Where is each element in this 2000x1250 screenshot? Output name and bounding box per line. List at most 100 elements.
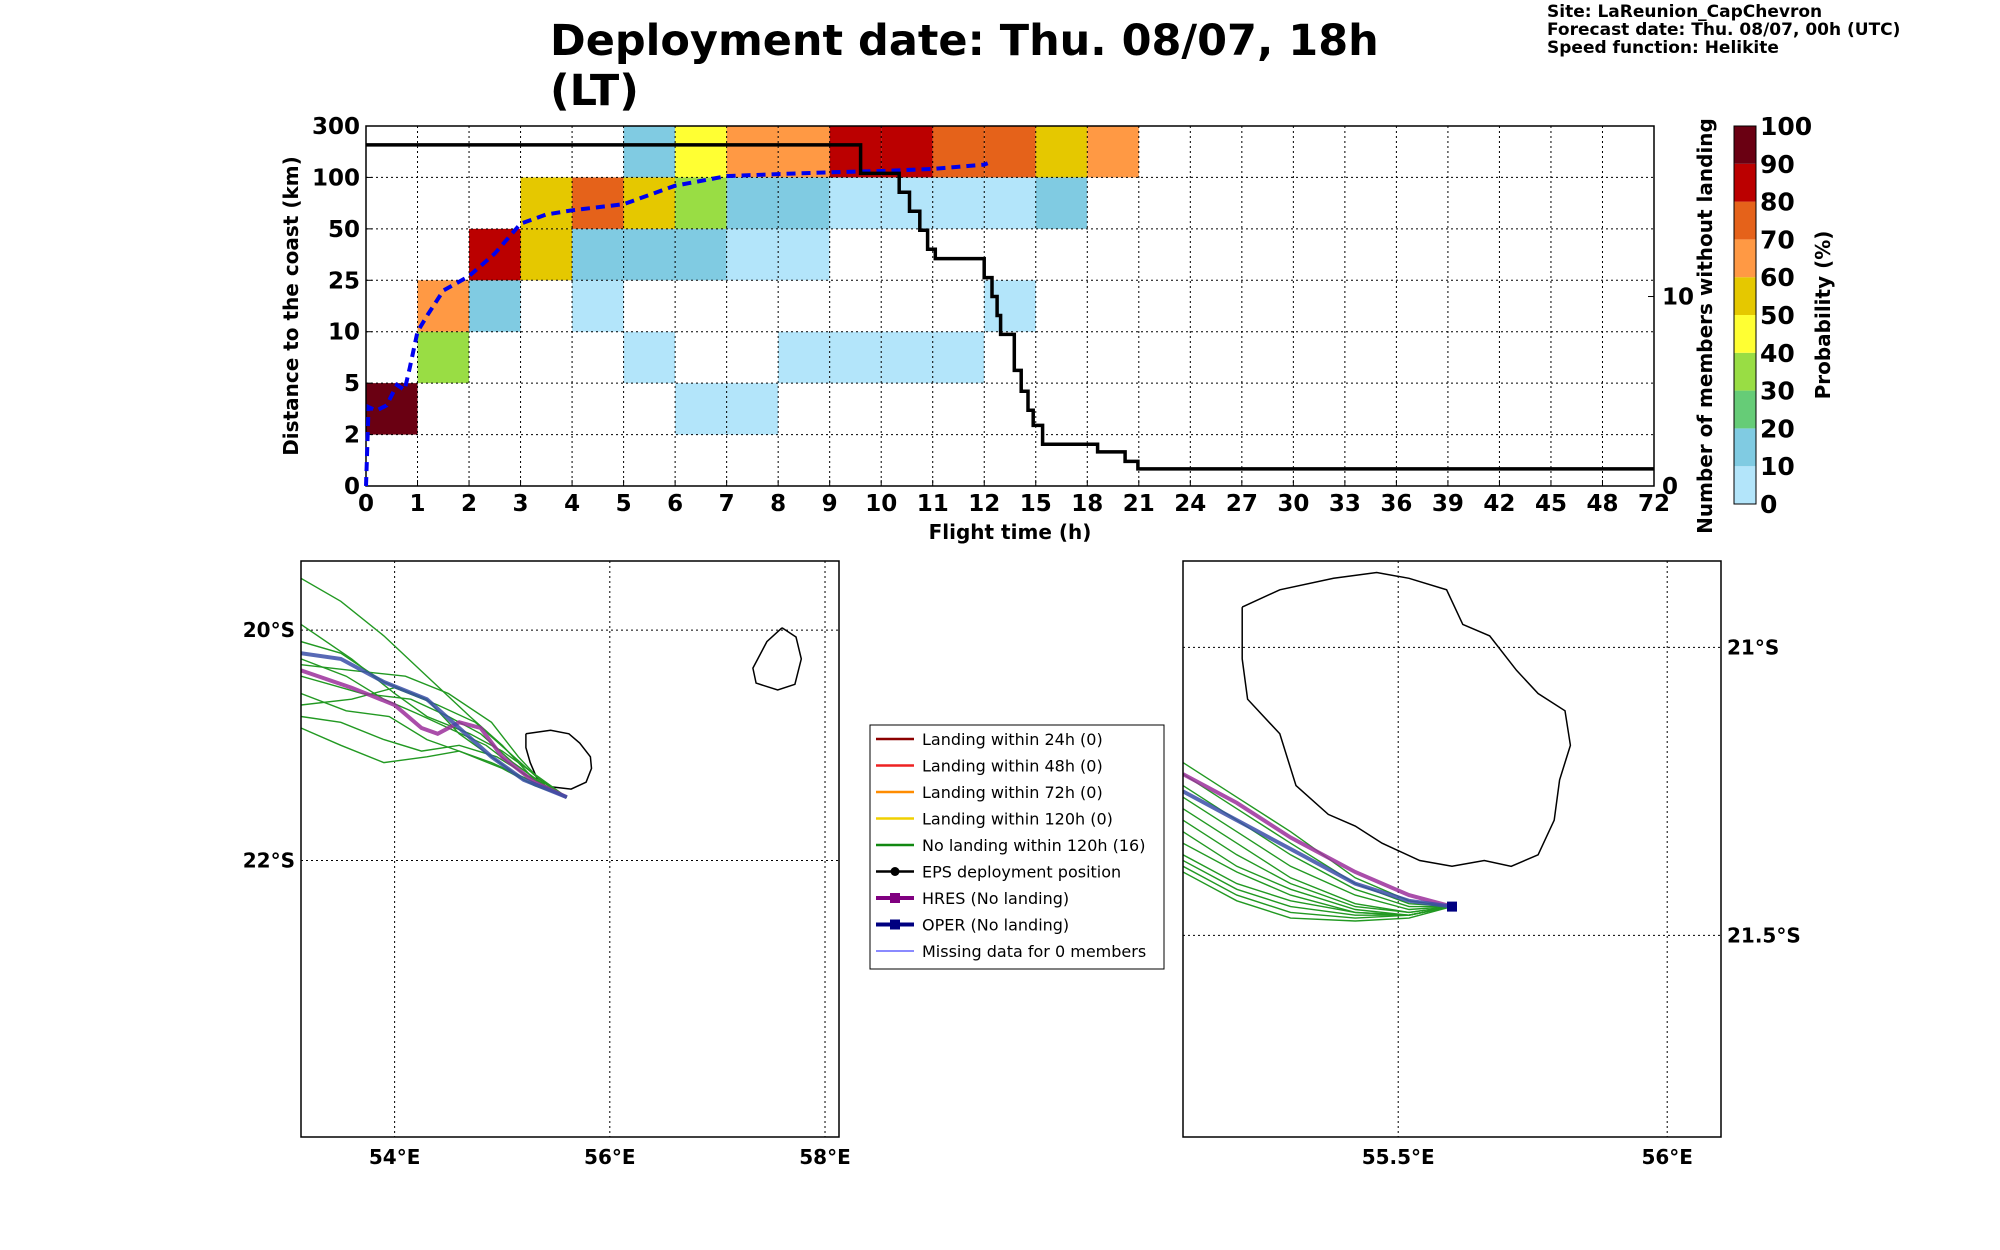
heatmap-cell — [726, 228, 779, 281]
y-tick-label: 300 — [312, 114, 360, 140]
heatmap-cell — [778, 228, 830, 281]
heatmap-cell — [726, 177, 779, 229]
median-distance-line — [364, 161, 989, 487]
speed-function-label: Speed function: Helikite — [1547, 38, 1779, 58]
colorbar-segment — [1734, 126, 1756, 164]
y-tick-label: 25 — [328, 268, 360, 294]
heatmap-cell — [572, 228, 624, 281]
colorbar-segment — [1734, 239, 1756, 278]
legend-swatch-marker — [890, 893, 900, 903]
eps-member-track — [301, 727, 568, 798]
colorbar-tick-label: 40 — [1760, 339, 1795, 368]
zoomed-trajectory-map: 55.5°E 56°E 21°S 21.5°S — [1182, 560, 1801, 1169]
heatmap-cell — [417, 280, 470, 332]
heatmap-cell — [932, 177, 985, 229]
y-axis-label: Distance to the coast (km) — [279, 156, 303, 456]
x-tick-label: 15 — [1020, 491, 1052, 517]
x-tick-label: 8 — [770, 491, 786, 517]
site-label: Site: LaReunion_CapChevron — [1547, 2, 1823, 22]
heatmap-cell — [829, 177, 882, 229]
y-tick-label: 10 — [328, 320, 360, 346]
heatmap-cell — [778, 177, 830, 229]
heatmap-cell — [1035, 126, 1088, 178]
x-tick-label: 12 — [968, 491, 1000, 517]
legend-label: Landing within 48h (0) — [922, 757, 1103, 776]
heatmap-cell — [1035, 177, 1088, 229]
x-tick-label: 5 — [616, 491, 632, 517]
latitude-label: 21°S — [1727, 635, 1779, 659]
eps-member-track — [1183, 871, 1453, 922]
eps-member-track — [301, 686, 568, 798]
heatmap-cell — [366, 383, 418, 435]
regional-trajectory-map: 54°E 56°E 58°E 20°S 22°S — [243, 560, 851, 1169]
x-tick-label: 39 — [1432, 491, 1464, 517]
colorbar-tick-label: 0 — [1760, 490, 1777, 519]
x-tick-label: 30 — [1277, 491, 1309, 517]
x-tick-label: 7 — [719, 491, 735, 517]
colorbar-tick-label: 30 — [1760, 377, 1795, 406]
x-tick-label: 2 — [461, 491, 477, 517]
heatmap-cell — [675, 228, 727, 281]
eps-member-track — [1183, 819, 1453, 914]
x-tick-label: 3 — [513, 491, 529, 517]
heatmap-cell — [726, 126, 779, 178]
heatmap-cell — [829, 331, 882, 384]
heatmap-cell — [572, 280, 624, 332]
colorbar-segment — [1734, 163, 1756, 202]
latitude-label: 20°S — [243, 618, 295, 642]
colorbar-segment — [1734, 315, 1756, 353]
eps-member-track — [301, 577, 568, 798]
island-coastline — [1241, 571, 1572, 868]
colorbar-segment — [1734, 352, 1756, 391]
x-tick-label: 45 — [1535, 491, 1567, 517]
deployment-marker — [1447, 901, 1457, 912]
trajectory-legend: Landing within 24h (0) Landing within 48h… — [869, 724, 1165, 970]
eps-member-track — [1183, 796, 1453, 911]
colorbar-tick-label: 80 — [1760, 188, 1795, 217]
heatmap-cell — [829, 126, 882, 178]
members-without-landing-line — [366, 143, 1654, 471]
oper-track — [301, 651, 568, 800]
heatmap-cell — [726, 383, 779, 435]
x-tick-label: 0 — [358, 491, 374, 517]
latitude-label: 21.5°S — [1727, 923, 1801, 947]
y-tick-label: 0 — [344, 474, 360, 500]
heatmap-cell — [675, 126, 727, 178]
x-tick-label: 27 — [1226, 491, 1258, 517]
page-title: Deployment date: Thu. 08/07, 18h (LT) — [550, 16, 1379, 116]
longitude-label: 56°E — [1641, 1145, 1693, 1169]
plot-frame — [365, 125, 1655, 487]
legend-swatch-marker — [890, 867, 900, 876]
heatmap-cell — [572, 177, 624, 229]
legend-box — [869, 724, 1165, 970]
hres-track — [1183, 772, 1453, 909]
x-tick-label: 6 — [667, 491, 683, 517]
heatmap-cell — [623, 331, 676, 384]
legend-label: No landing within 120h (16) — [922, 836, 1145, 855]
map-frame — [300, 560, 840, 1138]
longitude-label: 55.5°E — [1362, 1145, 1435, 1169]
heatmap-cell — [984, 177, 1036, 229]
colorbar-label: Probability (%) — [1811, 231, 1835, 400]
legend-label: Missing data for 0 members — [922, 942, 1146, 961]
heatmap-cell — [932, 331, 985, 384]
eps-member-track — [301, 715, 568, 798]
longitude-label: 58°E — [799, 1145, 851, 1169]
longitude-label: 56°E — [584, 1145, 636, 1169]
colorbar-segment — [1734, 277, 1756, 315]
map-frame — [1182, 560, 1722, 1138]
legend-label: Landing within 24h (0) — [922, 730, 1103, 749]
heatmap-cell — [417, 331, 470, 384]
colorbar-tick-label: 100 — [1760, 112, 1812, 141]
x-tick-label: 1 — [410, 491, 426, 517]
heatmap-cell — [984, 126, 1036, 178]
longitude-label: 54°E — [369, 1145, 421, 1169]
colorbar-tick-label: 60 — [1760, 263, 1795, 292]
y2-tick-label: 10 — [1662, 285, 1694, 311]
y2-axis-label: Number of members without landing — [1693, 118, 1717, 534]
forecast-date-label: Forecast date: Thu. 08/07, 00h (UTC) — [1547, 20, 1901, 40]
heatmap-cell — [469, 280, 521, 332]
eps-member-track — [1183, 865, 1453, 919]
x-tick-label: 36 — [1380, 491, 1412, 517]
colorbar-segment — [1734, 466, 1756, 504]
